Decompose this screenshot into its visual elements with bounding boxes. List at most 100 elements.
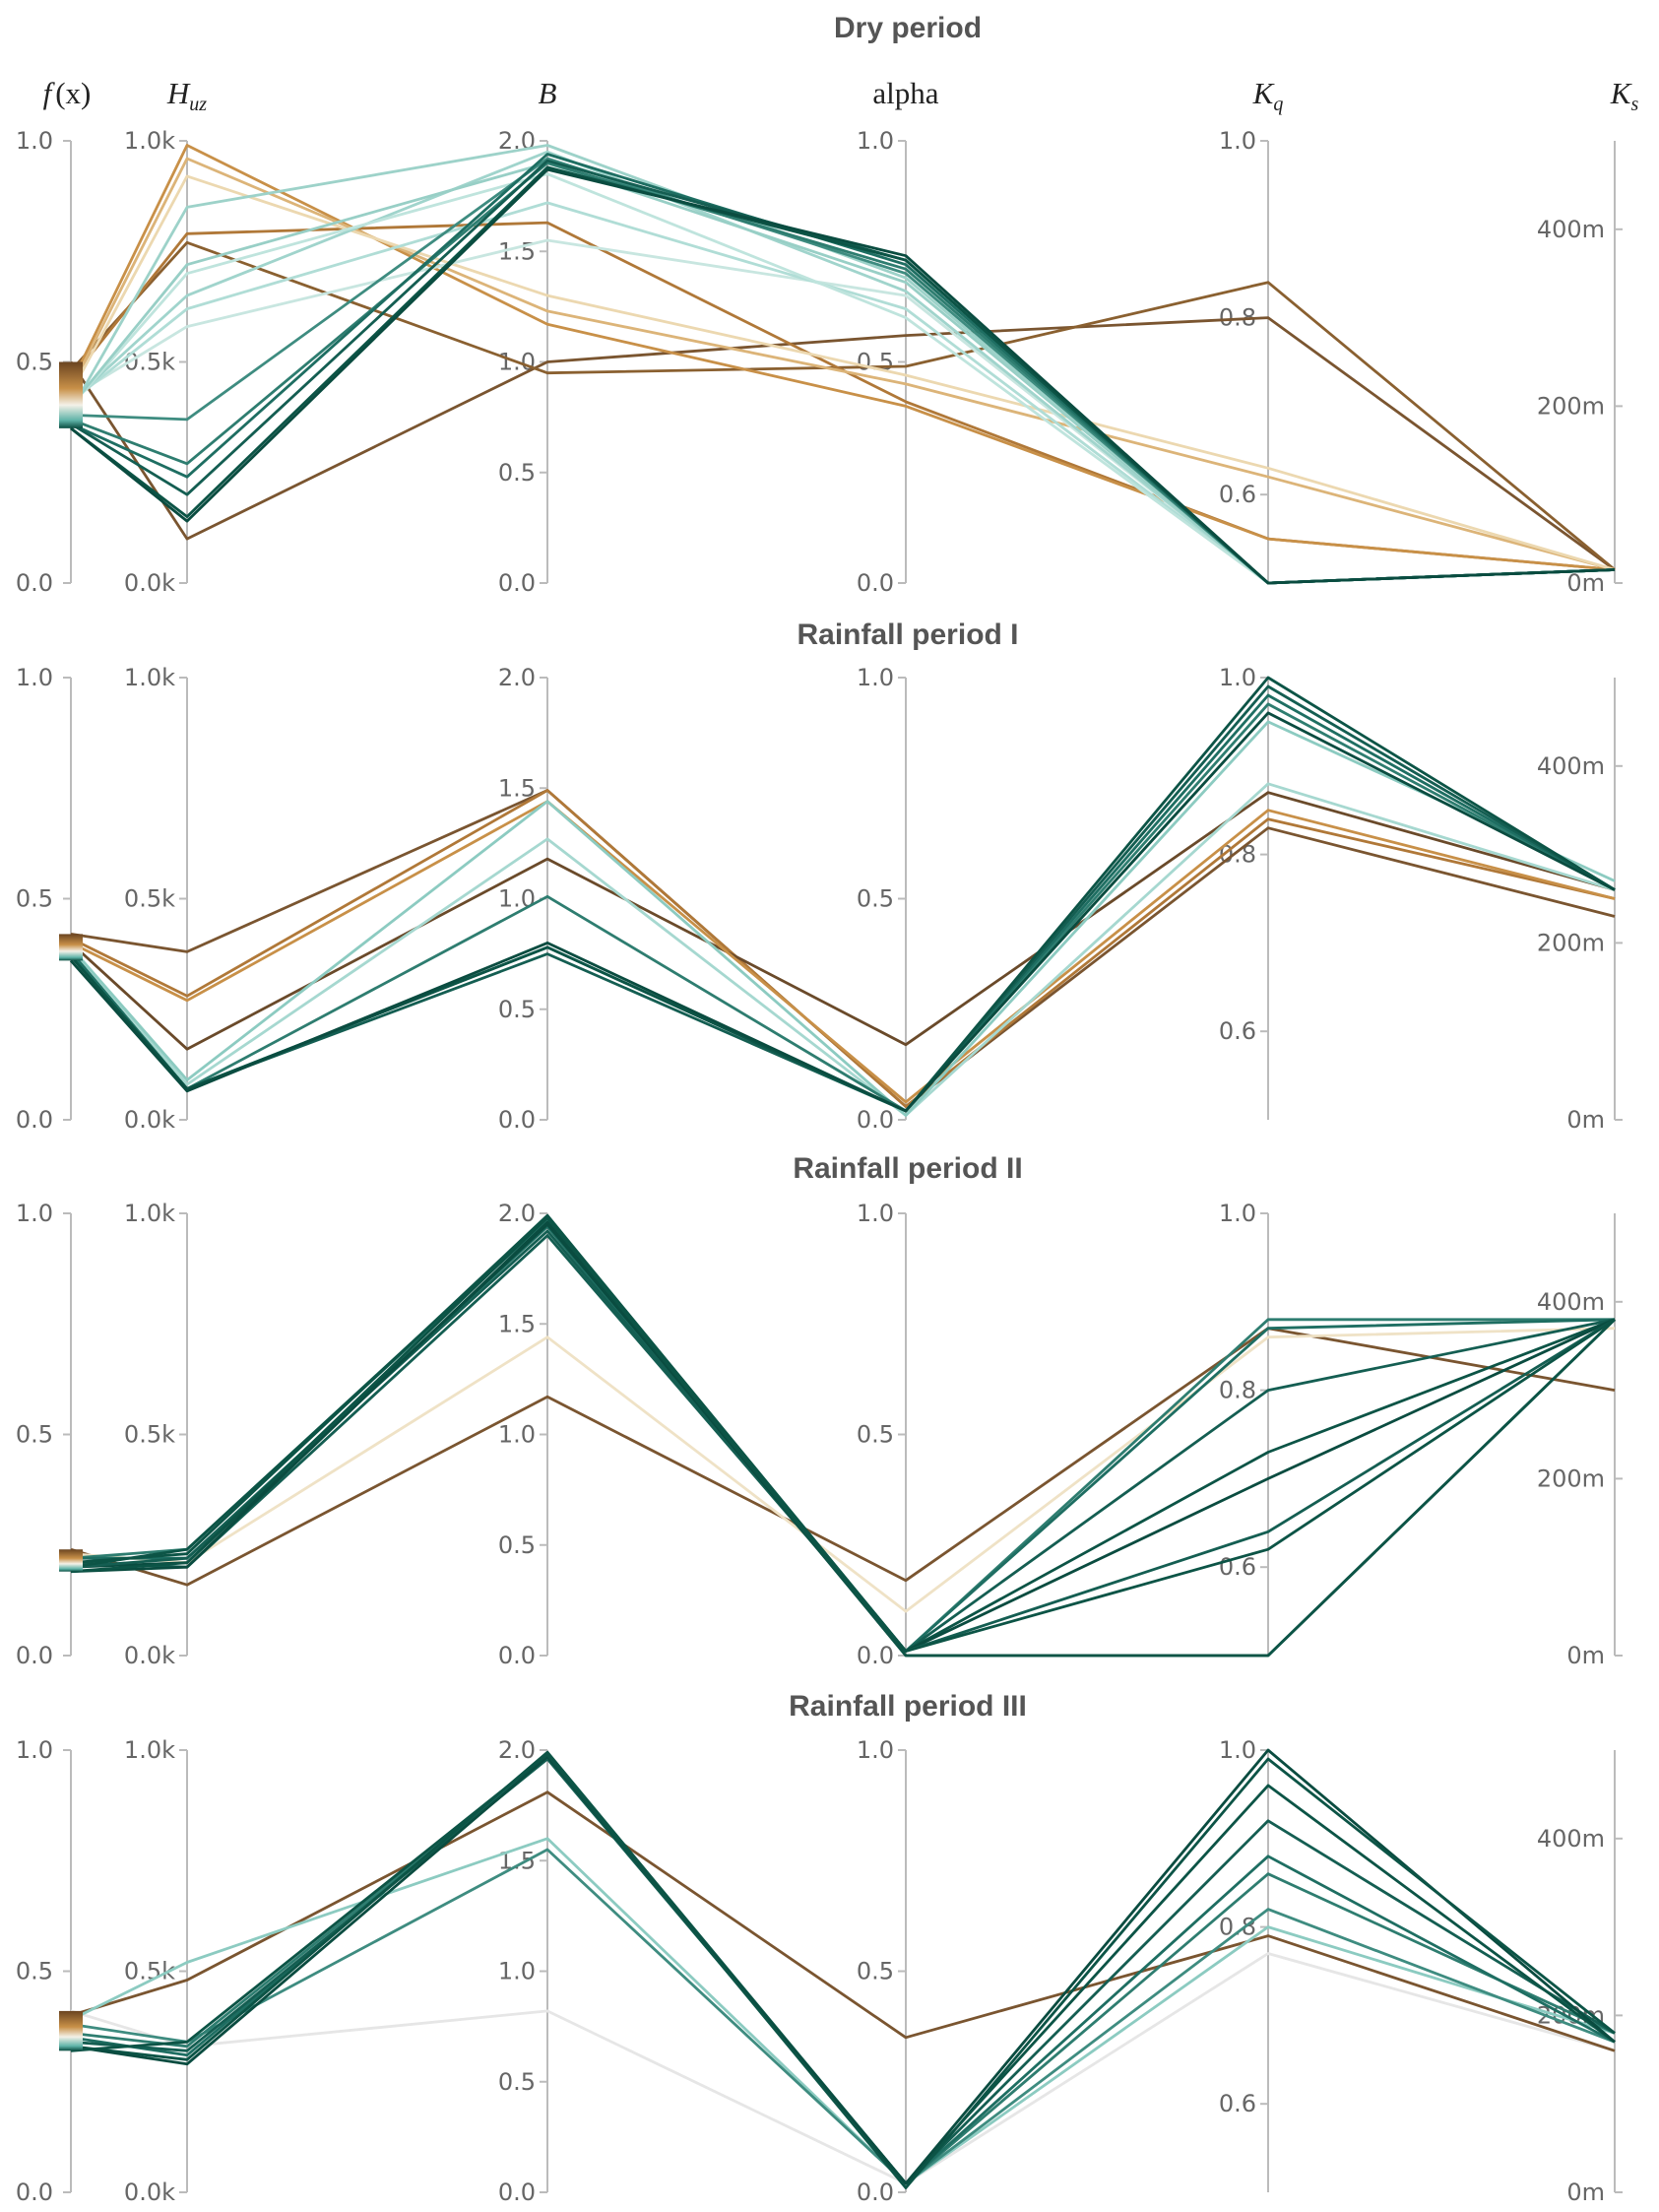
colorbar bbox=[59, 361, 83, 428]
tick-label-B: 1.5 bbox=[498, 1310, 536, 1337]
tick-label-Huz: 0.0k bbox=[124, 2179, 175, 2206]
parallel-line-8 bbox=[70, 1750, 1616, 2185]
tick-label-Kq: 1.0 bbox=[1219, 127, 1256, 155]
tick-label-fx: 0.5 bbox=[16, 1421, 53, 1449]
axis-name-Kq: Kq bbox=[1252, 76, 1284, 115]
parallel-line-3 bbox=[70, 1218, 1615, 1653]
tick-label-B: 0.0 bbox=[498, 1106, 536, 1134]
tick-label-alpha: 0.0 bbox=[857, 1106, 894, 1134]
tick-label-Ks: 200m bbox=[1537, 1464, 1605, 1492]
tick-label-B: 0.5 bbox=[498, 996, 536, 1023]
parallel-line-7 bbox=[70, 1757, 1616, 2185]
tick-label-Huz: 0.5k bbox=[124, 885, 175, 913]
parallel-line-10 bbox=[70, 1220, 1616, 1658]
parallel-line-5 bbox=[69, 157, 1616, 571]
tick-label-Ks: 400m bbox=[1537, 216, 1605, 243]
parallel-line-6 bbox=[69, 720, 1616, 1117]
parallel-line-9 bbox=[70, 1748, 1616, 2185]
panel-title: Rainfall period III bbox=[789, 1690, 1027, 1723]
tick-label-Huz: 0.0k bbox=[124, 1106, 175, 1134]
tick-label-B: 1.0 bbox=[498, 1958, 536, 1985]
parallel-line-10 bbox=[69, 676, 1616, 1113]
tick-label-B: 0.0 bbox=[498, 569, 536, 597]
tick-label-alpha: 1.0 bbox=[857, 1200, 894, 1227]
parallel-line-2 bbox=[70, 1790, 1616, 2052]
tick-label-alpha: 1.0 bbox=[857, 664, 894, 691]
colorbar bbox=[59, 1549, 83, 1572]
panel-2: Rainfall period I 0.0 0.5 1.0 0.0k 0.5k 1.0k 0.… bbox=[16, 618, 1623, 1134]
parallel-line-12 bbox=[69, 144, 1616, 585]
tick-label-Kq: 0.6 bbox=[1219, 2090, 1256, 2117]
parallel-line-1 bbox=[70, 1952, 1616, 2185]
parallel-line-11 bbox=[70, 1216, 1616, 1658]
axis-name-B: B bbox=[539, 76, 557, 110]
panel-1: Dry period0.00.51.00.0k0.5k1.0k0.00.51.0… bbox=[16, 12, 1623, 597]
tick-label-Ks: 400m bbox=[1537, 752, 1605, 780]
tick-label-fx: 0.0 bbox=[16, 2179, 53, 2206]
tick-label-Ks: 0m bbox=[1566, 2179, 1605, 2206]
axis-name-alpha: alpha bbox=[872, 76, 938, 110]
tick-label-alpha: 0.5 bbox=[857, 885, 894, 913]
tick-label-fx: 0.5 bbox=[16, 885, 53, 913]
series-lines bbox=[69, 676, 1616, 1117]
tick-label-fx: 1.0 bbox=[16, 1200, 53, 1227]
tick-label-B: 0.5 bbox=[498, 459, 536, 487]
series-lines bbox=[70, 1213, 1616, 1658]
tick-label-fx: 1.0 bbox=[16, 127, 53, 155]
parallel-line-8 bbox=[70, 1229, 1616, 1653]
parallel-line-3 bbox=[70, 791, 1616, 1051]
panel-3: Rainfall period II 0.0 0.5 1.0 0.0k 0.5k 1.0k 0… bbox=[16, 1152, 1623, 1669]
tick-label-fx: 0.0 bbox=[16, 1106, 53, 1134]
tick-label-Huz: 1.0k bbox=[124, 1200, 175, 1227]
tick-label-Huz: 0.0k bbox=[124, 569, 175, 597]
parallel-line-4 bbox=[71, 1225, 1616, 1653]
parallel-line-2 bbox=[70, 789, 1616, 1108]
parallel-line-6 bbox=[70, 1213, 1616, 1653]
tick-label-Ks: 0m bbox=[1566, 569, 1605, 597]
tick-label-Huz: 1.0k bbox=[124, 127, 175, 155]
tick-label-Ks: 0m bbox=[1566, 1642, 1605, 1669]
colorbar bbox=[59, 934, 83, 961]
tick-label-B: 2.0 bbox=[498, 1736, 536, 1764]
parallel-line-7 bbox=[70, 1222, 1616, 1653]
colorbar bbox=[59, 2010, 83, 2051]
tick-label-B: 2.0 bbox=[498, 664, 536, 691]
parallel-line-4 bbox=[70, 1848, 1616, 2185]
parallel-line-18 bbox=[70, 167, 1616, 585]
parallel-line-2 bbox=[70, 1327, 1616, 1613]
parallel-line-5 bbox=[70, 1755, 1616, 2185]
tick-label-Ks: 200m bbox=[1537, 392, 1605, 420]
tick-label-alpha: 0.0 bbox=[857, 2179, 894, 2206]
tick-label-alpha: 1.0 bbox=[857, 1736, 894, 1764]
tick-label-Huz: 1.0k bbox=[124, 1736, 175, 1764]
tick-label-B: 0.0 bbox=[498, 1642, 536, 1669]
tick-label-Ks: 200m bbox=[1537, 929, 1605, 956]
axis-subscript-Kq: q bbox=[1273, 94, 1283, 115]
panel-title: Rainfall period II bbox=[793, 1152, 1022, 1185]
parallel-line-5 bbox=[69, 782, 1616, 1117]
tick-label-Ks: 400m bbox=[1537, 1825, 1605, 1853]
parallel-line-4 bbox=[70, 800, 1616, 1104]
axis-name-Huz: Huz bbox=[166, 76, 207, 115]
tick-label-fx: 0.0 bbox=[16, 569, 53, 597]
tick-label-Kq: 0.8 bbox=[1219, 1914, 1256, 1941]
tick-label-B: 0.5 bbox=[498, 1531, 536, 1559]
parallel-line-11 bbox=[69, 711, 1616, 1113]
tick-label-Huz: 1.0k bbox=[124, 664, 175, 691]
panel-title: Rainfall period I bbox=[797, 618, 1018, 651]
axis-subscript-Huz: uz bbox=[189, 94, 207, 115]
parallel-line-6 bbox=[69, 174, 1616, 571]
tick-label-B: 2.0 bbox=[498, 1200, 536, 1227]
tick-label-Kq: 0.6 bbox=[1219, 1017, 1256, 1045]
tick-label-B: 0.0 bbox=[498, 2179, 536, 2206]
parallel-line-1 bbox=[70, 1327, 1616, 1587]
tick-label-B: 1.0 bbox=[498, 1421, 536, 1449]
parallel-line-1 bbox=[69, 316, 1616, 571]
parallel-line-3 bbox=[70, 1837, 1616, 2185]
tick-label-Ks: 0m bbox=[1566, 1106, 1605, 1134]
tick-label-alpha: 0.0 bbox=[857, 1642, 894, 1669]
tick-label-Kq: 0.8 bbox=[1219, 1377, 1256, 1404]
tick-label-Kq: 1.0 bbox=[1219, 1200, 1256, 1227]
tick-label-fx: 0.5 bbox=[16, 1958, 53, 1985]
